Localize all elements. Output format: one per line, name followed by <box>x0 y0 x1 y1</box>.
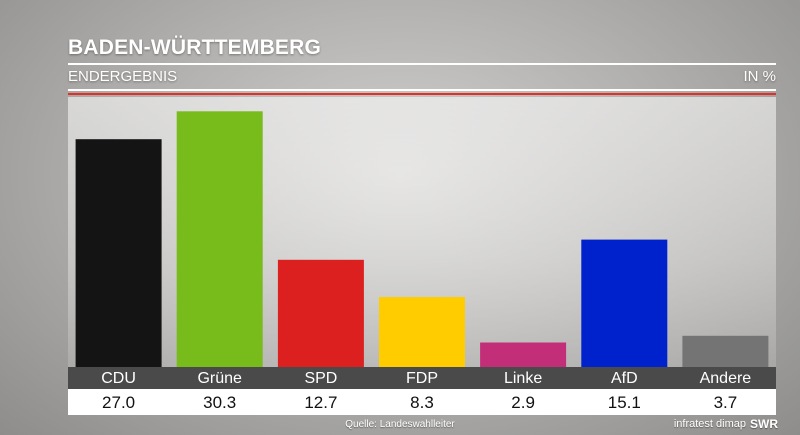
category-label: CDU <box>101 370 136 387</box>
bar-linke <box>480 342 567 367</box>
value-label: 2.9 <box>511 393 535 412</box>
title-divider <box>68 63 776 65</box>
bar-afd <box>581 239 668 367</box>
header-divider-white <box>68 89 776 91</box>
category-label: Grüne <box>197 370 242 387</box>
bar-spd <box>277 259 364 367</box>
category-label-row: CDU Grüne SPD FDP Linke AfD Andere <box>68 367 776 389</box>
category-label: SPD <box>304 370 338 387</box>
bar-chart <box>75 111 769 367</box>
bar-fdp <box>379 297 465 367</box>
bar-cdu <box>75 139 162 367</box>
category-label: Andere <box>699 370 752 387</box>
category-label: AfD <box>610 370 638 387</box>
chart-title: BADEN-WÜRTTEMBERG <box>68 36 322 59</box>
source-note: Quelle: Landeswahlleiter <box>345 419 455 430</box>
value-label: 12.7 <box>304 393 338 412</box>
bar-grüne <box>176 111 263 367</box>
bar-andere <box>682 335 769 367</box>
unit-label: IN % <box>743 68 776 85</box>
brand-logo: SWR <box>750 417 778 431</box>
value-label: 15.1 <box>607 393 641 412</box>
value-label: 3.7 <box>713 393 738 412</box>
value-label-row: 27.0 30.3 12.7 8.3 2.9 15.1 3.7 <box>68 389 776 415</box>
value-label: 8.3 <box>410 393 434 412</box>
category-label: FDP <box>406 370 438 387</box>
chart-subtitle: ENDERGEBNIS <box>68 68 178 85</box>
value-label: 30.3 <box>203 393 237 412</box>
category-label: Linke <box>503 370 543 387</box>
header-divider-red <box>68 93 776 95</box>
value-label: 27.0 <box>102 393 136 412</box>
credit-text: infratest dimap <box>673 418 746 430</box>
